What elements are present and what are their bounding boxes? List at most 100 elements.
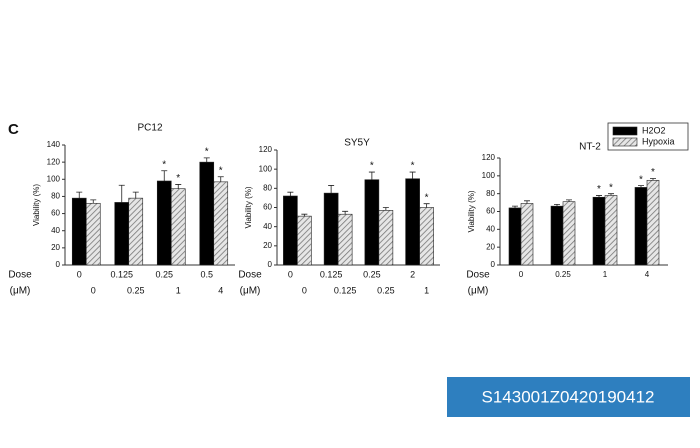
error-bar (217, 176, 224, 182)
row-label: (μM) (240, 286, 261, 297)
bar (170, 188, 186, 266)
bar (378, 210, 394, 266)
bar (85, 202, 101, 266)
significance-marker: * (176, 173, 180, 184)
error-bar (76, 191, 83, 199)
error-bar (409, 171, 416, 179)
error-bar (342, 210, 349, 215)
significance-marker: * (411, 161, 415, 172)
legend-swatch (612, 126, 638, 136)
legend-label: H2O2 (642, 125, 666, 135)
x-tick-label: 0 (77, 269, 82, 279)
bar (646, 179, 660, 266)
x-tick-label: 0.25 (155, 269, 173, 279)
y-tick-label: 60 (486, 207, 495, 216)
error-bar (90, 199, 97, 204)
bar (128, 197, 144, 266)
y-tick-label: 120 (482, 153, 496, 162)
error-bar (423, 203, 430, 208)
error-bar (596, 195, 602, 198)
bar (71, 197, 87, 266)
error-bar (512, 205, 518, 208)
x-tick-label-2: 0.25 (127, 285, 145, 295)
y-tick-label: 40 (486, 224, 495, 233)
x-tick-label-2: 0.125 (334, 285, 357, 295)
y-tick-label: 40 (51, 226, 60, 235)
significance-marker: * (639, 174, 643, 185)
error-bar (382, 207, 389, 211)
error-bar (524, 200, 530, 204)
row-label: Dose (466, 270, 490, 281)
x-tick-label: 0.25 (555, 270, 571, 279)
x-tick-label-2: 0 (91, 285, 96, 295)
legend-swatch (612, 137, 638, 147)
bar (405, 178, 420, 266)
y-tick-label: 60 (51, 209, 60, 218)
significance-marker: * (597, 184, 601, 195)
bar (156, 180, 172, 266)
bar (114, 202, 130, 266)
bar (297, 215, 312, 266)
y-tick-label: 100 (259, 164, 273, 173)
x-tick-label: 0.125 (320, 269, 343, 279)
x-tick-label: 0 (288, 269, 293, 279)
y-tick-label: 0 (268, 260, 273, 269)
y-tick-label: 0 (491, 260, 496, 269)
x-tick-label-2: 1 (424, 285, 429, 295)
bar (604, 195, 618, 266)
y-tick-label: 80 (51, 192, 60, 201)
y-tick-label: 60 (263, 203, 272, 212)
legend-label: Hypoxia (642, 136, 675, 146)
error-bar (301, 213, 308, 217)
x-tick-label: 4 (645, 270, 650, 279)
significance-marker: * (219, 165, 223, 176)
x-tick-label: 1 (603, 270, 608, 279)
bar (592, 196, 606, 266)
error-bar (175, 184, 182, 189)
significance-marker: * (425, 192, 429, 203)
row-label: (μM) (10, 286, 31, 297)
bar (550, 205, 564, 266)
error-bar (203, 157, 210, 163)
row-label: (μM) (468, 286, 489, 297)
x-tick-label: 0.5 (200, 269, 213, 279)
y-tick-label: 80 (263, 183, 272, 192)
error-bar (566, 199, 572, 202)
y-tick-label: 40 (263, 222, 272, 231)
error-bar (132, 191, 139, 199)
y-tick-label: 120 (47, 157, 61, 166)
x-tick-label-2: 0.25 (377, 285, 395, 295)
error-bar (368, 171, 375, 180)
x-tick-label: 0.125 (110, 269, 133, 279)
y-tick-label: 100 (47, 174, 61, 183)
bar (520, 203, 534, 266)
x-tick-label-2: 0 (302, 285, 307, 295)
significance-marker: * (205, 146, 209, 157)
y-axis-label: Viability (%) (32, 184, 41, 226)
x-tick-label-2: 1 (176, 285, 181, 295)
y-tick-label: 0 (56, 260, 61, 269)
bar (199, 161, 215, 266)
error-bar (118, 184, 125, 203)
significance-marker: * (651, 167, 655, 178)
y-axis-label: Viability (%) (244, 186, 253, 228)
error-bar (554, 203, 560, 207)
bar (213, 181, 229, 266)
panel-label: C (8, 121, 19, 138)
bar (508, 207, 522, 266)
error-bar (328, 185, 335, 194)
significance-marker: * (370, 161, 374, 172)
id-badge: S143001Z0420190412 (482, 387, 655, 406)
x-tick-label: 2 (410, 269, 415, 279)
error-bar (287, 191, 294, 196)
error-bar (638, 185, 644, 188)
y-tick-label: 20 (51, 243, 60, 252)
error-bar (608, 193, 614, 196)
error-bar (650, 178, 656, 181)
chart-title: NT-2 (579, 142, 601, 153)
y-tick-label: 100 (482, 171, 496, 180)
row-label: Dose (8, 270, 32, 281)
y-tick-label: 80 (486, 189, 495, 198)
significance-marker: * (609, 182, 613, 193)
